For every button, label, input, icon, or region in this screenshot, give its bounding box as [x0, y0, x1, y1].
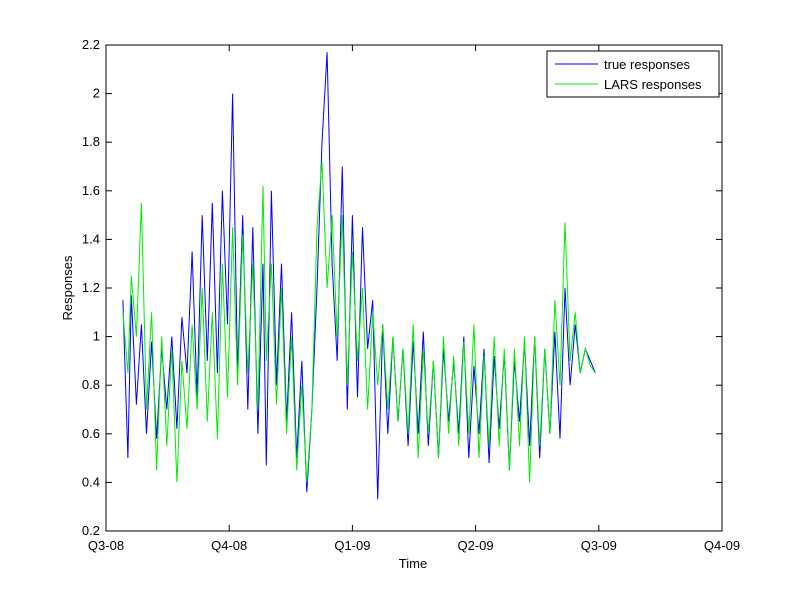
y-tick-label: 1.6 — [82, 183, 100, 198]
x-tick-label: Q3-08 — [88, 538, 124, 553]
legend: true responses LARS responses — [546, 50, 720, 98]
series-line-1 — [122, 161, 596, 483]
y-tick-label: 0.4 — [82, 474, 100, 489]
legend-box — [546, 50, 720, 98]
y-tick-label: 1.2 — [82, 280, 100, 295]
y-axis-label: Responses — [60, 255, 75, 321]
y-tick-label: 0.6 — [82, 426, 100, 441]
y-tick-label: 1 — [93, 329, 100, 344]
x-tick-label: Q4-08 — [211, 538, 247, 553]
x-tick-label: Q1-09 — [334, 538, 370, 553]
plot-area — [105, 44, 723, 532]
y-tick-label: 2 — [93, 86, 100, 101]
series-layer — [122, 52, 596, 500]
legend-label-true-responses: true responses — [604, 57, 690, 72]
ticks-layer: Q3-08 Q4-08 Q1-09 Q2-09 Q3-09 Q4-09 0.2 0.4 0.6 0… — [82, 37, 740, 553]
x-axis-label: Time — [399, 556, 427, 571]
x-tick-label: Q4-09 — [704, 538, 740, 553]
y-tick-label: 1.8 — [82, 134, 100, 149]
y-tick-label: 0.2 — [82, 523, 100, 538]
x-tick-label: Q2-09 — [458, 538, 494, 553]
y-tick-label: 0.8 — [82, 377, 100, 392]
y-tick-label: 2.2 — [82, 37, 100, 52]
x-tick-label: Q3-09 — [581, 538, 617, 553]
legend-label-lars-responses: LARS responses — [604, 77, 702, 92]
y-tick-label: 1.4 — [82, 231, 100, 246]
